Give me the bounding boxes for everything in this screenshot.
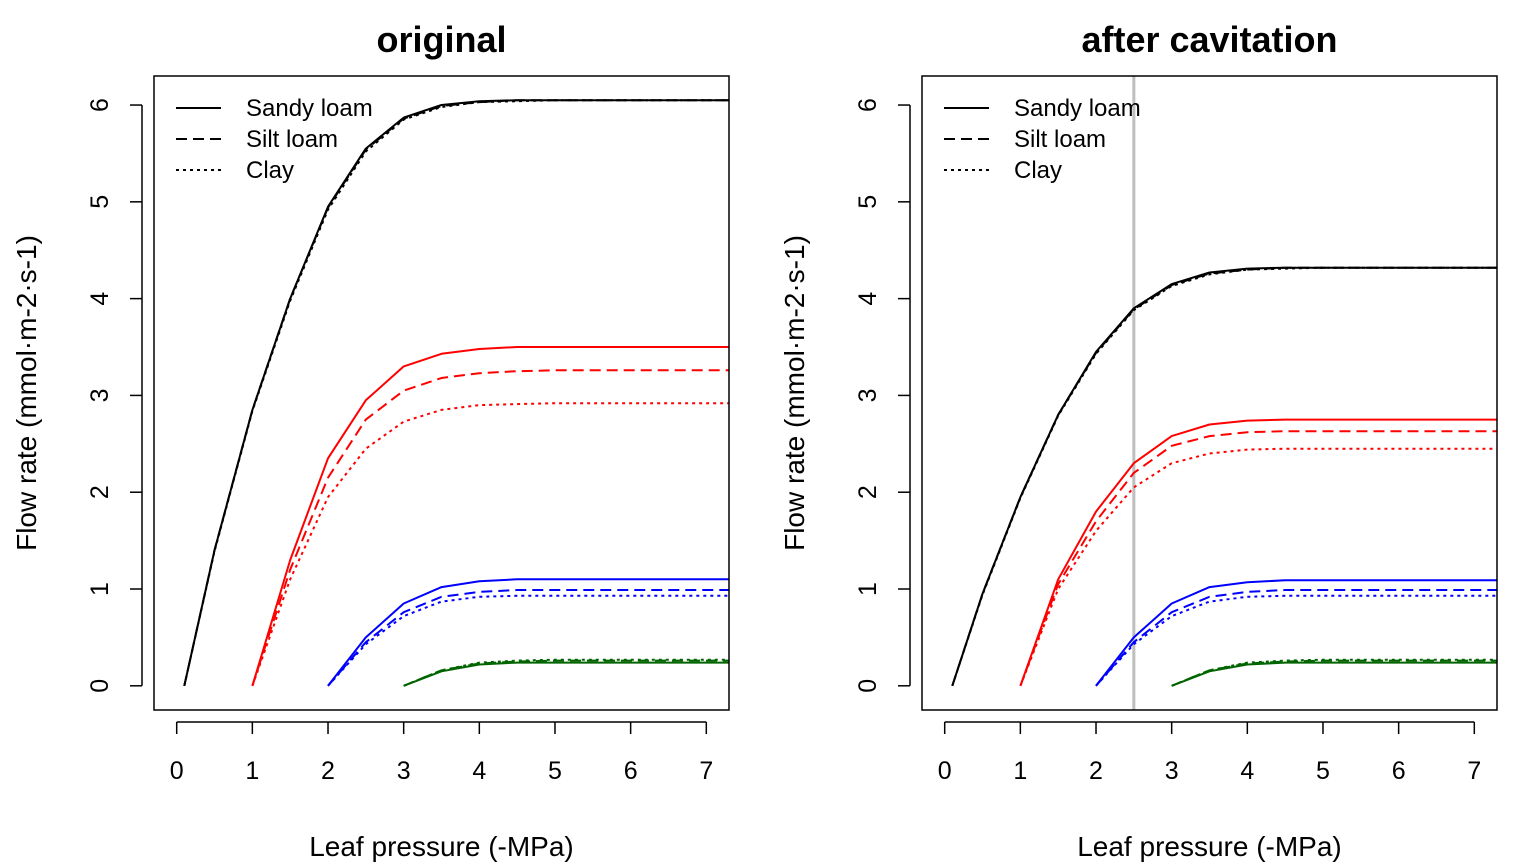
y-tick-label: 2 bbox=[86, 485, 114, 499]
series-line-0-dashed bbox=[951, 266, 1497, 687]
legend-label: Sandy loam bbox=[246, 95, 373, 122]
series-line-2-dotted bbox=[327, 594, 729, 687]
series-line-2-dashed bbox=[1095, 589, 1497, 687]
series-line-3-solid bbox=[1171, 661, 1497, 687]
y-tick-label: 1 bbox=[854, 582, 882, 596]
chart-panel-1: original 0 1 2 3 4 5 6 7 Leaf pressure (-MPa) 0 1 2 3… bbox=[11, 19, 730, 862]
y-tick-label: 3 bbox=[854, 388, 882, 402]
series-line-0-dashed bbox=[183, 99, 729, 687]
y-tick-label: 6 bbox=[86, 98, 114, 112]
x-tick-label: 4 bbox=[1240, 757, 1254, 785]
series-line-2-dotted bbox=[1095, 594, 1497, 687]
series-line-1-dotted bbox=[251, 402, 729, 687]
x-tick-label: 0 bbox=[938, 757, 952, 785]
series-line-0-dotted bbox=[951, 266, 1497, 687]
x-axis-label: Leaf pressure (-MPa) bbox=[1077, 831, 1342, 862]
chart-title: original bbox=[376, 19, 506, 60]
plot-frame bbox=[153, 75, 730, 711]
y-tick-label: 1 bbox=[86, 582, 114, 596]
x-tick-label: 3 bbox=[1165, 757, 1179, 785]
series-line-1-solid bbox=[251, 346, 729, 687]
legend-label: Sandy loam bbox=[1014, 95, 1141, 122]
legend-label: Silt loam bbox=[1014, 126, 1106, 153]
x-tick-label: 0 bbox=[170, 757, 184, 785]
y-tick-label: 3 bbox=[86, 388, 114, 402]
legend: Sandy loam Silt loam Clay bbox=[944, 95, 1141, 184]
x-tick-label: 2 bbox=[1089, 757, 1103, 785]
y-axis-label: Flow rate (mmol·m-2·s-1) bbox=[11, 235, 42, 551]
x-tick-label: 5 bbox=[1316, 757, 1330, 785]
series-line-1-solid bbox=[1019, 418, 1497, 687]
y-tick-label: 5 bbox=[854, 195, 882, 209]
legend-label: Clay bbox=[1014, 157, 1062, 184]
y-tick-label: 6 bbox=[854, 98, 882, 112]
x-tick-label: 7 bbox=[699, 757, 713, 785]
series-line-3-solid bbox=[403, 661, 729, 687]
x-tick-label: 7 bbox=[1467, 757, 1481, 785]
plot-frame bbox=[921, 75, 1498, 711]
series-line-2-solid bbox=[1095, 579, 1497, 687]
legend: Sandy loam Silt loam Clay bbox=[176, 95, 373, 184]
series-line-2-dashed bbox=[327, 589, 729, 687]
y-tick-label: 0 bbox=[854, 679, 882, 693]
y-tick-label: 5 bbox=[86, 195, 114, 209]
x-tick-label: 6 bbox=[1392, 757, 1406, 785]
x-tick-label: 2 bbox=[321, 757, 335, 785]
y-tick-label: 4 bbox=[86, 292, 114, 306]
series-group bbox=[951, 266, 1497, 687]
x-axis-label: Leaf pressure (-MPa) bbox=[309, 831, 574, 862]
series-line-3-dashed bbox=[1171, 659, 1497, 687]
series-line-3-dotted bbox=[1171, 658, 1497, 687]
y-tick-label: 4 bbox=[854, 292, 882, 306]
y-axis-label: Flow rate (mmol·m-2·s-1) bbox=[779, 235, 810, 551]
legend-label: Silt loam bbox=[246, 126, 338, 153]
x-tick-label: 1 bbox=[1013, 757, 1027, 785]
series-line-1-dashed bbox=[251, 369, 729, 687]
x-tick-label: 1 bbox=[245, 757, 259, 785]
x-tick-label: 4 bbox=[472, 757, 486, 785]
x-tick-label: 5 bbox=[548, 757, 562, 785]
series-line-0-dotted bbox=[183, 99, 729, 687]
series-line-3-dotted bbox=[403, 658, 729, 687]
chart-panel-2: after cavitation 0 1 2 3 4 5 6 7 Leaf pressure (-… bbox=[779, 19, 1498, 862]
y-tick-label: 0 bbox=[86, 679, 114, 693]
y-tick-label: 2 bbox=[854, 485, 882, 499]
series-line-1-dashed bbox=[1019, 430, 1497, 687]
x-tick-label: 3 bbox=[397, 757, 411, 785]
series-line-3-dashed bbox=[403, 659, 729, 687]
x-tick-label: 6 bbox=[624, 757, 638, 785]
series-line-0-solid bbox=[183, 99, 729, 687]
legend-label: Clay bbox=[246, 157, 294, 184]
series-group bbox=[183, 99, 729, 687]
series-line-1-dotted bbox=[1019, 447, 1497, 687]
chart-title: after cavitation bbox=[1081, 19, 1337, 60]
series-line-2-solid bbox=[327, 578, 729, 687]
series-line-0-solid bbox=[951, 266, 1497, 687]
